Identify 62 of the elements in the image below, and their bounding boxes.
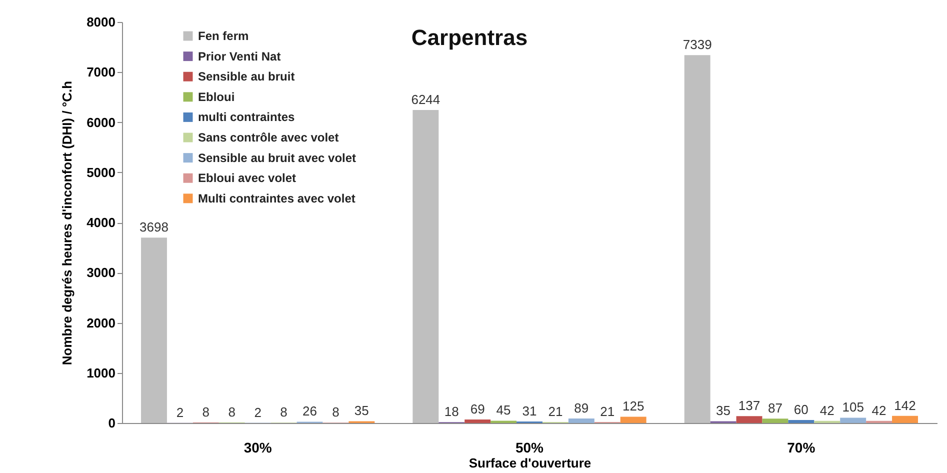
data-label: 18 bbox=[444, 404, 459, 420]
data-label: 3698 bbox=[140, 220, 168, 235]
bar bbox=[412, 110, 439, 423]
bar bbox=[762, 418, 788, 423]
y-tick-label: 5000 bbox=[86, 164, 116, 180]
x-tick-label: 50% bbox=[515, 440, 544, 456]
data-label: 21 bbox=[600, 404, 615, 419]
bar bbox=[620, 416, 646, 423]
x-tick-label: 70% bbox=[787, 440, 816, 456]
y-tick-label: 7000 bbox=[86, 64, 116, 80]
data-label: 42 bbox=[872, 402, 886, 418]
data-label: 8 bbox=[332, 404, 340, 420]
data-label: 42 bbox=[820, 402, 834, 418]
data-label: 2 bbox=[176, 404, 184, 420]
y-tick-label: 8000 bbox=[86, 14, 116, 30]
data-label: 21 bbox=[548, 404, 563, 419]
legend-label: Sans contrôle avec volet bbox=[198, 130, 339, 144]
legend-label: Fen ferm bbox=[198, 29, 249, 43]
chart-title: Carpentras bbox=[411, 25, 528, 50]
data-label: 31 bbox=[522, 403, 537, 418]
bar bbox=[840, 418, 866, 423]
data-label: 87 bbox=[768, 400, 782, 416]
x-tick-label: 30% bbox=[244, 440, 272, 456]
bar bbox=[141, 238, 167, 423]
y-tick-label: 4000 bbox=[86, 215, 116, 230]
x-axis-title: Surface d'ouverture bbox=[468, 456, 592, 470]
y-tick-label: 3000 bbox=[86, 265, 116, 280]
data-label: 8 bbox=[228, 404, 236, 420]
bar bbox=[788, 420, 814, 423]
y-tick-label: 2000 bbox=[86, 315, 116, 330]
data-label: 89 bbox=[574, 400, 589, 416]
legend-label: Ebloui avec volet bbox=[198, 171, 296, 186]
data-label: 69 bbox=[470, 402, 485, 417]
data-label: 2 bbox=[254, 404, 262, 420]
legend-label: Ebloui bbox=[198, 90, 235, 104]
data-label: 35 bbox=[716, 403, 731, 418]
data-label: 45 bbox=[496, 402, 511, 418]
legend-label: Sensible au bruit bbox=[198, 70, 295, 84]
data-label: 142 bbox=[894, 398, 916, 413]
bar bbox=[464, 420, 491, 423]
y-tick-label: 6000 bbox=[86, 114, 116, 130]
data-label: 8 bbox=[280, 404, 288, 420]
data-label: 137 bbox=[738, 398, 760, 414]
data-label: 105 bbox=[842, 400, 864, 415]
data-label: 7339 bbox=[682, 37, 712, 52]
data-label: 35 bbox=[354, 403, 369, 418]
bar bbox=[684, 55, 710, 423]
bar bbox=[568, 418, 594, 423]
legend-label: Prior Venti Nat bbox=[198, 49, 281, 64]
data-label: 125 bbox=[622, 398, 644, 414]
data-label: 8 bbox=[202, 404, 210, 420]
bar bbox=[892, 416, 918, 423]
data-label: 6244 bbox=[411, 92, 440, 108]
y-tick-label: 1000 bbox=[86, 365, 116, 380]
bar bbox=[736, 416, 762, 423]
legend-label: multi contraintes bbox=[198, 110, 296, 124]
legend-label: Multi contraintes avec volet bbox=[198, 191, 356, 206]
data-label: 60 bbox=[794, 402, 808, 417]
y-axis-title: Nombre degrés heures d'inconfort (DHI) / °C.h bbox=[60, 80, 75, 366]
legend-label: Sensible au bruit avec volet bbox=[198, 150, 356, 165]
data-label: 26 bbox=[302, 404, 317, 419]
y-tick-label: 0 bbox=[108, 416, 116, 430]
